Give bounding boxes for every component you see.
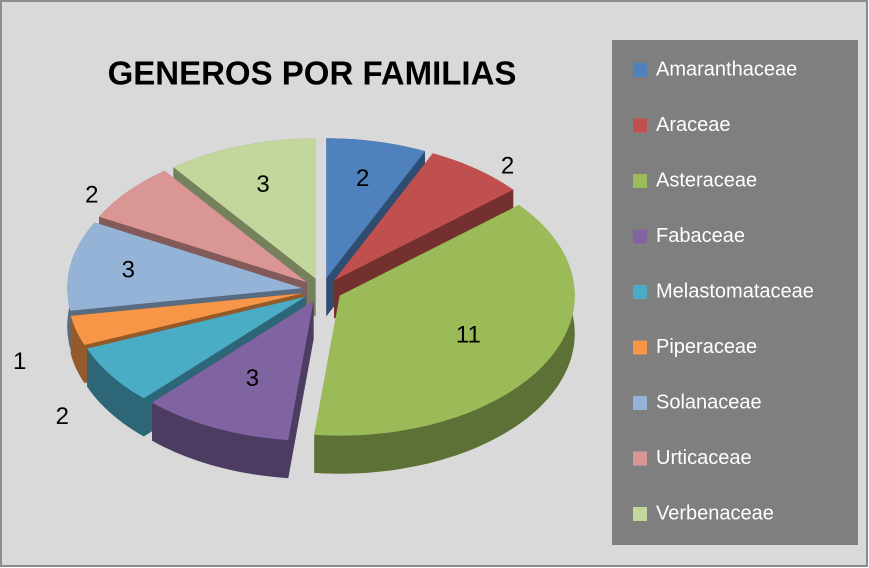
slice-outer-side [152, 402, 289, 479]
slice-radial-side [288, 300, 314, 479]
slice [87, 296, 306, 399]
slice [314, 205, 575, 436]
legend-swatch [633, 285, 647, 299]
data-label: 2 [85, 182, 98, 209]
slice [70, 293, 303, 345]
legend-label: Verbenaceae [656, 502, 774, 524]
chart-title: GENEROS POR FAMILIAS [108, 55, 517, 92]
data-label: 3 [246, 365, 259, 392]
slice-outer-side [70, 315, 85, 383]
slice-outer-side [87, 348, 144, 437]
slice [152, 300, 314, 441]
legend-label: Araceae [656, 114, 731, 136]
data-label: 2 [356, 165, 369, 192]
legend-swatch [633, 118, 647, 133]
slice [326, 138, 425, 279]
legend-label: Urticaceae [656, 447, 752, 469]
legend-swatch [633, 63, 647, 77]
legend-label: Melastomataceae [656, 280, 814, 302]
data-label: 2 [56, 403, 69, 430]
legend-swatch [633, 229, 647, 244]
legend-swatch [633, 174, 647, 188]
data-label: 2 [501, 153, 514, 180]
legend-label: Asteraceae [656, 169, 757, 191]
data-label: 11 [456, 322, 481, 349]
slice-outer-side [314, 205, 575, 474]
data-label: 3 [122, 256, 135, 283]
slice [173, 138, 316, 279]
pie: 2 2 11 3 2 1 3 2 3 [13, 138, 575, 479]
legend-box [612, 40, 858, 545]
data-label: 3 [256, 171, 269, 198]
legend-label: Fabaceae [656, 225, 745, 247]
slice [334, 153, 514, 281]
legend: Amaranthaceae Araceae Asteraceae Fabaceae Me… [633, 58, 814, 524]
legend-swatch [633, 396, 647, 410]
legend-label: Amaranthaceae [656, 58, 797, 80]
data-label: 1 [13, 348, 26, 375]
legend-swatch [633, 340, 647, 355]
legend-swatch [633, 507, 647, 521]
slice [99, 170, 307, 283]
legend-swatch [633, 451, 647, 466]
legend-label: Piperaceae [656, 336, 757, 358]
legend-label: Solanaceae [656, 391, 762, 413]
slice [67, 222, 303, 311]
